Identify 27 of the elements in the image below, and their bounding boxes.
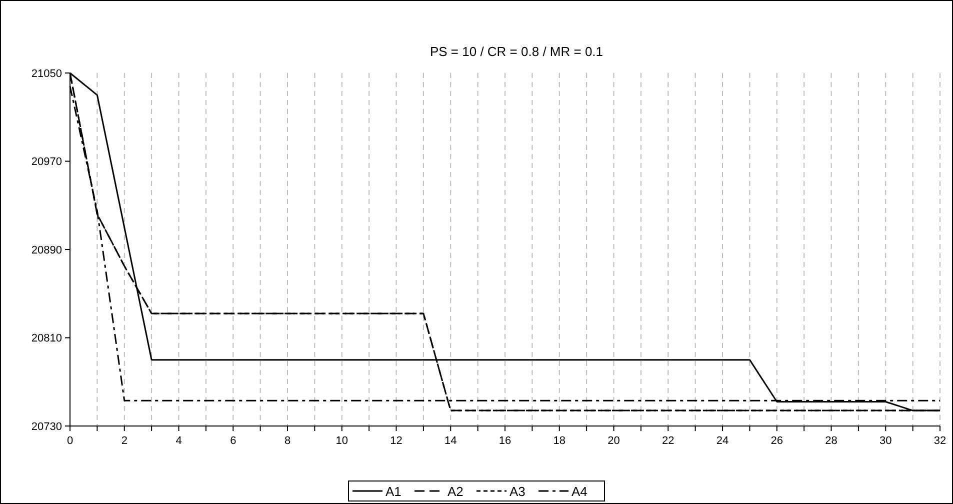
x-tick-label: 4 <box>176 435 182 447</box>
x-tick-label: 2 <box>121 435 128 447</box>
y-tick-label: 20890 <box>31 244 62 256</box>
x-tick-label: 6 <box>230 435 236 447</box>
legend-label: A3 <box>510 484 526 499</box>
x-tick-label: 20 <box>608 435 620 447</box>
x-tick-label: 26 <box>770 435 783 447</box>
x-tick-label: 30 <box>880 435 892 447</box>
x-tick-label: 16 <box>498 435 512 447</box>
x-tick-label: 0 <box>66 435 74 447</box>
chart-title: PS = 10 / CR = 0.8 / MR = 0.1 <box>430 44 604 59</box>
legend-label: A4 <box>572 484 588 499</box>
x-tick-label: 10 <box>336 435 348 447</box>
y-tick-label: 20970 <box>31 156 62 168</box>
x-tick-label: 12 <box>390 435 402 447</box>
y-tick-label: 21050 <box>31 68 62 80</box>
x-tick-label: 22 <box>662 435 674 447</box>
y-tick-label: 20730 <box>31 420 62 433</box>
x-tick-label: 18 <box>553 435 566 447</box>
legend-label: A1 <box>386 484 402 499</box>
x-tick-label: 14 <box>444 435 457 447</box>
x-tick-label: 28 <box>825 435 838 447</box>
x-tick-label: 24 <box>716 435 729 447</box>
x-tick-label: 32 <box>934 435 946 447</box>
y-tick-label: 20810 <box>31 332 62 345</box>
legend-label: A2 <box>448 484 464 499</box>
x-tick-label: 8 <box>284 435 291 447</box>
